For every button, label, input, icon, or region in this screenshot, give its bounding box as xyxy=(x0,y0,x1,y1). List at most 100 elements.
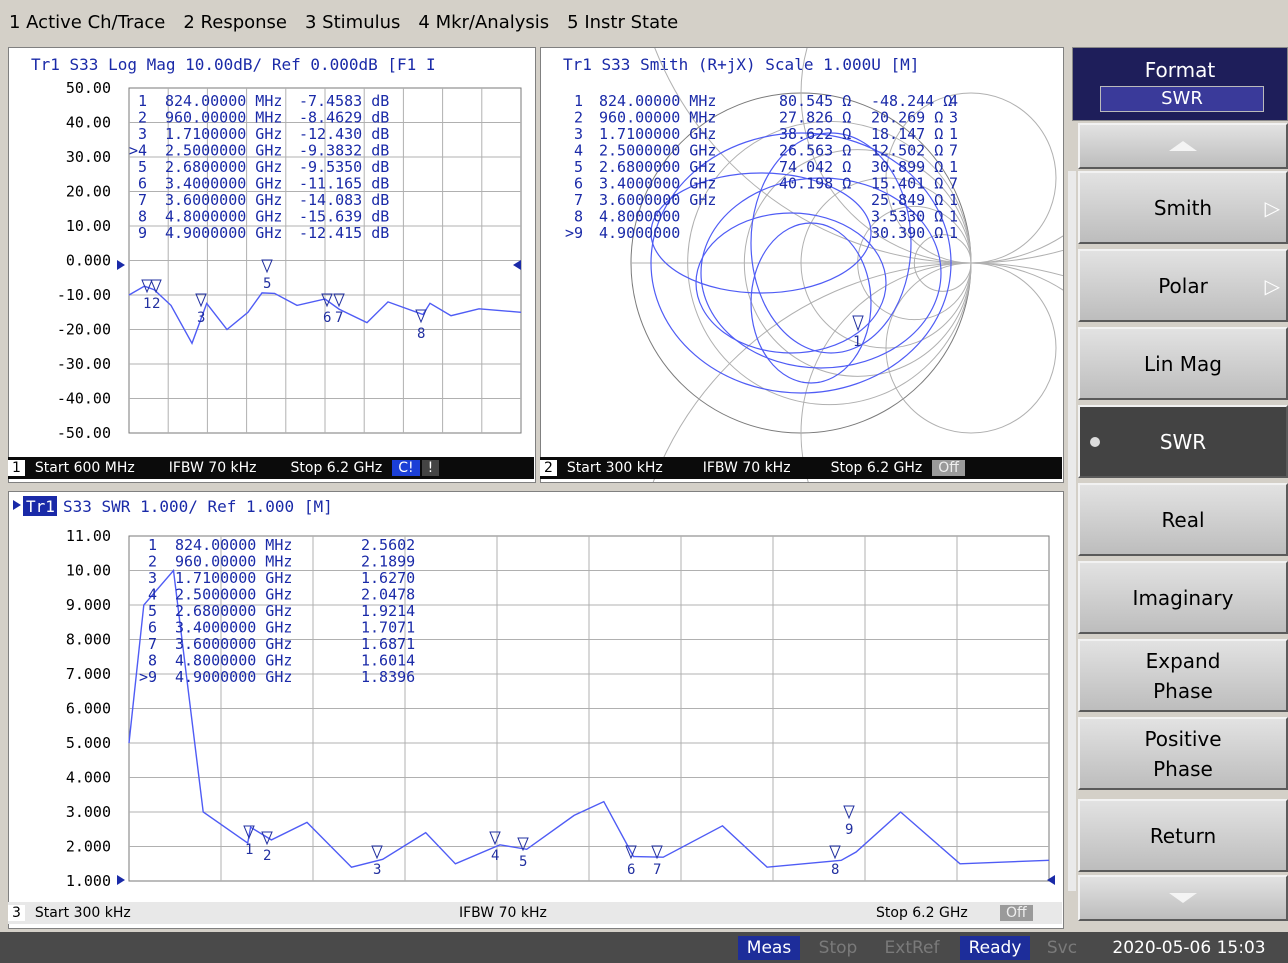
ch3-ref-right-arrow-icon xyxy=(1047,875,1055,885)
ch2-marker-cell: -48.244 Ω xyxy=(871,92,952,110)
ch3-cal-badge[interactable]: Off xyxy=(1000,905,1033,921)
ch3-marker-label: 8 xyxy=(831,862,839,878)
ch1-plot[interactable]: Tr1 S33 Log Mag 10.00dB/ Ref 0.000dB [F1… xyxy=(9,48,535,482)
softkey-polar[interactable]: Polar ▷ xyxy=(1078,249,1288,322)
ch2-marker-cell: 960.00000 MHz xyxy=(599,109,716,127)
softkey-scrollbar[interactable] xyxy=(1068,171,1076,891)
ch2-smith-reactance-arc xyxy=(652,262,1063,482)
chevron-up-icon xyxy=(1169,141,1197,151)
ch2-smith-reactance-arc xyxy=(885,262,1057,434)
ch1-marker-icon xyxy=(195,293,207,308)
ch1-cal-badge[interactable]: C! xyxy=(392,460,420,476)
menu-active-ch-trace[interactable]: 1 Active Ch/Trace xyxy=(9,11,166,33)
ch3-y-tick-label: 4.000 xyxy=(66,769,111,787)
scroll-up-button[interactable] xyxy=(1078,123,1288,169)
stop-indicator: Stop xyxy=(818,938,858,958)
ch1-y-tick-label: -30.00 xyxy=(57,355,111,373)
ch3-y-tick-label: 9.000 xyxy=(66,596,111,614)
ch2-smith-plot[interactable]: Tr1 S33 Smith (R+jX) Scale 1.000U [M] 1 82… xyxy=(541,48,1063,482)
ch1-marker-icon xyxy=(415,309,427,324)
menu-stimulus[interactable]: 3 Stimulus xyxy=(305,11,401,33)
ch2-marker-cell: 7 xyxy=(574,191,583,209)
ch1-warn-badge: ! xyxy=(421,460,440,476)
softkey-lin-mag[interactable]: Lin Mag xyxy=(1078,327,1288,400)
ch1-status-bar: 1 Start 600 MHz IFBW 70 kHz Stop 6.2 GHz… xyxy=(8,457,534,479)
ch2-marker-cell: 2.5000000 GHz xyxy=(599,142,716,160)
ch3-marker-cell: 4 xyxy=(148,586,157,604)
ch1-marker-cell: -8.4629 dB xyxy=(299,109,389,127)
ch1-marker-cell: 9 xyxy=(138,224,147,242)
ch2-marker-cell: 6 xyxy=(574,175,583,193)
ch3-marker-icon xyxy=(829,845,841,860)
softkey-real[interactable]: Real xyxy=(1078,483,1288,556)
ch3-y-tick-label: 3.000 xyxy=(66,803,111,821)
channel-3-window[interactable]: Tr1 S33 SWR 1.000/ Ref 1.000 [M] 11.00 10.0… xyxy=(8,491,1064,929)
ch2-stop: Stop 6.2 GHz xyxy=(830,460,923,476)
ch2-marker-cell: 1.7100000 GHz xyxy=(599,125,716,143)
ch3-marker-icon xyxy=(489,831,501,846)
softkey-title: Format xyxy=(1144,58,1216,82)
ch2-marker-cell: 1 xyxy=(949,158,958,176)
ch1-marker-label: 7 xyxy=(335,310,343,326)
ch3-plot[interactable]: Tr1 S33 SWR 1.000/ Ref 1.000 [M] 11.00 10.0… xyxy=(9,492,1063,928)
ch3-marker-cell: 2 xyxy=(148,553,157,571)
ch2-marker-cell: 2 xyxy=(574,109,583,127)
ch2-cal-badge[interactable]: Off xyxy=(932,460,965,476)
channel-2-window[interactable]: Tr1 S33 Smith (R+jX) Scale 1.000U [M] 1 82… xyxy=(540,47,1064,483)
ch2-marker-cell: 2.6800000 GHz xyxy=(599,158,716,176)
ch3-marker-cell: 1 xyxy=(148,536,157,554)
ch1-start: Start 600 MHz xyxy=(34,460,135,476)
ch1-y-tick-label: -10.00 xyxy=(57,286,111,304)
ch3-marker-cell: 7 xyxy=(148,635,157,653)
ch3-marker-cell: 1.6871 xyxy=(361,635,415,653)
ch1-y-tick-label: 30.00 xyxy=(66,148,111,166)
ch3-marker-label: 3 xyxy=(373,862,381,878)
ch1-ref-right-arrow-icon xyxy=(513,260,521,270)
ch2-marker-cell: 3 xyxy=(574,125,583,143)
ch1-ref-arrow-icon xyxy=(117,260,125,270)
ch1-marker-icon xyxy=(261,259,273,274)
ch3-marker-icon xyxy=(843,805,855,820)
ch2-marker-cell: 824.00000 MHz xyxy=(599,92,716,110)
ch2-marker-cell: 25.849 Ω xyxy=(871,191,943,209)
ch2-marker-cell: 4 xyxy=(574,142,583,160)
softkey-positive-phase-label: Positive Phase xyxy=(1144,726,1222,781)
menu-mkr-analysis[interactable]: 4 Mkr/Analysis xyxy=(418,11,550,33)
ch2-marker-cell: 1 xyxy=(949,208,958,226)
scroll-down-button[interactable] xyxy=(1078,875,1288,921)
ch3-marker-label: 5 xyxy=(519,854,527,870)
softkey-smith[interactable]: Smith ▷ xyxy=(1078,171,1288,244)
ch3-y-tick-label: 7.000 xyxy=(66,665,111,683)
ch3-marker-cell: 5 xyxy=(148,602,157,620)
ch3-marker-cell: 3 xyxy=(148,569,157,587)
ch1-marker-cell: -9.3832 dB xyxy=(299,142,389,160)
softkey-imaginary[interactable]: Imaginary xyxy=(1078,561,1288,634)
ch3-start: Start 300 kHz xyxy=(34,905,131,921)
ch3-y-tick-label: 2.000 xyxy=(66,838,111,856)
ch2-marker-cell: 7 xyxy=(949,142,958,160)
ch2-marker-cell: 1 xyxy=(949,125,958,143)
ch1-marker-cell: 6 xyxy=(138,175,147,193)
ch2-marker-cell: 1 xyxy=(949,224,958,242)
ch2-smith-trace-loop xyxy=(695,212,887,354)
softkey-return[interactable]: Return xyxy=(1078,799,1288,872)
channel-1-window[interactable]: Tr1 S33 Log Mag 10.00dB/ Ref 0.000dB [F1… xyxy=(8,47,536,483)
ch2-smith-trace-loop xyxy=(650,132,952,394)
ch2-marker-cell: 4.8000000 xyxy=(599,208,680,226)
menu-instr-state[interactable]: 5 Instr State xyxy=(567,11,679,33)
ch3-active-trace-tag-bg xyxy=(23,496,57,516)
ch2-trace-header: Tr1 S33 Smith (R+jX) Scale 1.000U [M] xyxy=(563,55,919,74)
softkey-expand-phase[interactable]: Expand Phase xyxy=(1078,639,1288,712)
ch2-marker-cell: 26.563 Ω xyxy=(779,142,851,160)
ch3-marker-cell: 1.6270 xyxy=(361,569,415,587)
ch3-marker-cell: 4.9000000 GHz xyxy=(175,668,292,686)
date-time: 2020-05-06 15:03 xyxy=(1112,938,1266,958)
menu-response[interactable]: 2 Response xyxy=(183,11,287,33)
ch2-ifbw: IFBW 70 kHz xyxy=(702,460,791,476)
ch1-marker-cell: 4.8000000 GHz xyxy=(165,208,282,226)
ch3-marker-cell: 6 xyxy=(148,619,157,637)
softkey-positive-phase[interactable]: Positive Phase xyxy=(1078,717,1288,790)
extref-indicator: ExtRef xyxy=(884,938,940,958)
ch2-marker-cell: 3.4000000 GHz xyxy=(599,175,716,193)
softkey-swr[interactable]: SWR xyxy=(1078,405,1288,478)
